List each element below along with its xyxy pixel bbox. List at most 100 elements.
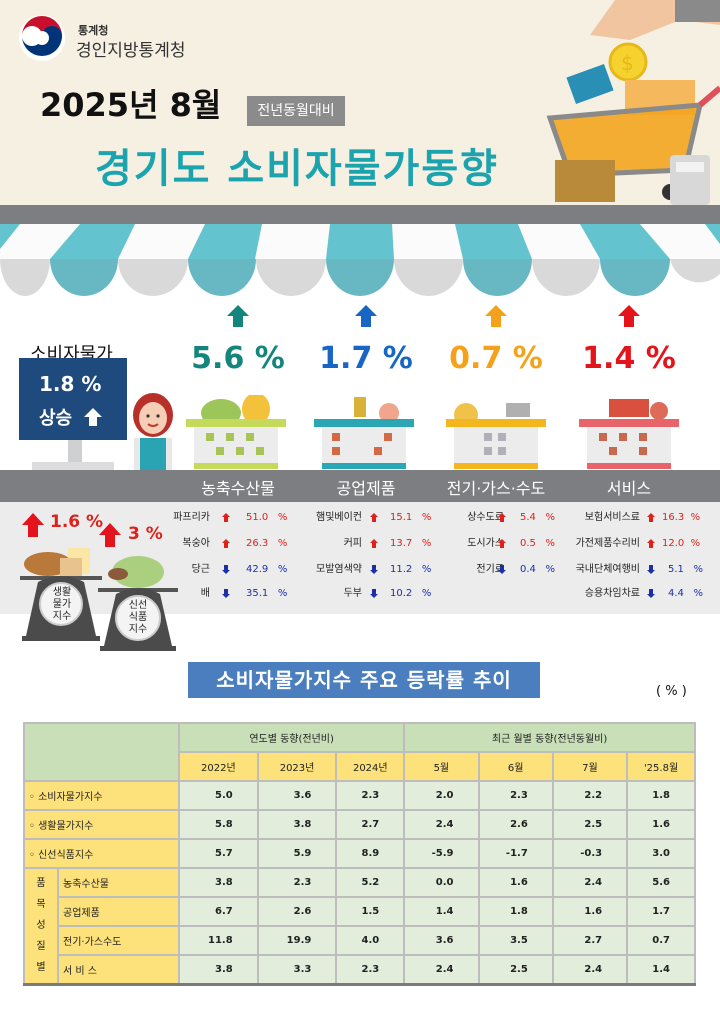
svg-text:$: $ <box>621 51 634 75</box>
table-cell: 1.8 <box>477 896 554 927</box>
table-cell: 3.8 <box>178 954 259 985</box>
group-header-yearly: 연도별 동향(전년비) <box>178 722 406 753</box>
table-cell: 2.4 <box>403 809 480 840</box>
table-cell: 1.6 <box>477 867 554 898</box>
table-cell: 2.7 <box>335 809 406 840</box>
list-item: 전기료 <box>476 564 504 575</box>
arrow-up-icon <box>498 513 506 522</box>
table-cell: 1.8 <box>626 780 696 811</box>
item-value: 16.3 % <box>662 512 701 523</box>
table-cell: 2.7 <box>551 925 629 956</box>
table-row: 공업제품 6.7 2.6 1.5 1.4 1.8 1.6 1.7 <box>24 896 696 927</box>
scale-fresh-icon <box>98 556 178 651</box>
cpi-board: 1.8 % 상승 <box>19 358 127 440</box>
item-value: 42.9 % <box>246 564 288 575</box>
item-value: 5.1 % <box>668 564 703 575</box>
table-cell: 8.9 <box>335 838 406 869</box>
table-cell: 3.6 <box>403 925 480 956</box>
living-index-value: 1.6 % <box>50 512 104 532</box>
arrow-down-icon <box>222 589 230 598</box>
column-header: 7월 <box>551 751 629 782</box>
category-utilities-label: 전기·가스·수도 <box>446 479 546 498</box>
arrow-down-icon <box>647 589 655 598</box>
board-stand <box>68 440 82 462</box>
list-item: 복숭아 <box>182 538 210 549</box>
table-cell: 2.3 <box>477 780 554 811</box>
header-banner: 통계청 경인지방통계청 2025년 8월 전년동월대비 경기도 소비자물가동향 … <box>0 0 720 205</box>
table-column-header-row: 2022년 2023년 2024년 5월 6월 7월 '25.8월 <box>24 751 696 782</box>
vertical-group-label: 품 목 성 질 별 <box>23 867 59 985</box>
table-cell: 2.6 <box>477 809 554 840</box>
basket-agri-icon <box>186 395 286 469</box>
cpi-trend-table: 연도별 동향(전년비) 최근 월별 동향(전년동월비) 2022년 2023년 … <box>22 722 696 986</box>
arrow-up-icon <box>222 539 230 548</box>
table-cell: 1.6 <box>551 896 629 927</box>
item-value: 0.4 % <box>520 564 555 575</box>
table-cell: 2.3 <box>256 867 338 898</box>
table-cell: 3.6 <box>256 780 338 811</box>
table-cell: 5.9 <box>256 838 338 869</box>
table-row: 전기·가스수도 11.8 19.9 4.0 3.6 3.5 2.7 0.7 <box>24 925 696 956</box>
arrow-up-icon <box>370 539 378 548</box>
list-item: 햄및베이컨 <box>316 512 362 523</box>
list-item: 파프리카 <box>173 512 210 523</box>
table-row: ◦ 생활물가지수 5.8 3.8 2.7 2.4 2.6 2.5 1.6 <box>22 809 696 840</box>
arrow-down-icon <box>370 589 378 598</box>
table-cell: 1.4 <box>403 896 480 927</box>
item-value: 26.3 % <box>246 538 288 549</box>
table-cell: 1.4 <box>626 954 696 985</box>
category-industrial-value: 1.7 % <box>319 341 413 376</box>
row-label: ◦ 신선식품지수 <box>22 838 181 869</box>
arrow-down-icon <box>647 565 655 574</box>
item-value: 11.2 % <box>390 564 432 575</box>
category-band <box>0 470 720 502</box>
row-label: 농축수산물 <box>57 867 181 898</box>
table-cell: 2.5 <box>477 954 554 985</box>
column-header: 2024년 <box>335 751 406 782</box>
fresh-index-label: 신선 식품 지수 <box>128 600 148 635</box>
table-group-header-row: 연도별 동향(전년비) 최근 월별 동향(전년동월비) <box>22 722 696 782</box>
list-item: 가전제품수리비 <box>575 538 640 549</box>
table-cell: 1.5 <box>335 896 406 927</box>
table-cell: -1.7 <box>477 838 554 869</box>
list-item: 국내단체여행비 <box>575 564 640 575</box>
org-small-label: 통계청 <box>78 24 109 37</box>
living-index-label: 생활 물가 지수 <box>52 587 72 622</box>
list-item: 보험서비스료 <box>584 512 640 523</box>
table-cell: 2.2 <box>551 780 629 811</box>
arrow-up-icon <box>647 539 655 548</box>
table-cell: 2.4 <box>403 954 480 985</box>
fresh-index-value: 3 % <box>128 524 163 544</box>
table-cell: 2.6 <box>256 896 338 927</box>
category-industrial: 1.7 % <box>306 305 426 376</box>
list-item: 당근 <box>191 564 210 575</box>
table-cell: 19.9 <box>256 925 338 956</box>
row-label: 서 비 스 <box>56 954 181 985</box>
category-services-value: 1.4 % <box>582 341 676 376</box>
scale-living-icon <box>20 548 102 641</box>
arrow-up-icon <box>355 305 377 327</box>
arrow-up-icon <box>485 305 507 327</box>
table-cell: 5.8 <box>178 809 259 840</box>
clerk-illustration-icon <box>133 393 173 470</box>
column-header: 5월 <box>403 751 480 782</box>
table-corner-cell <box>22 722 181 782</box>
category-industrial-label: 공업제품 <box>336 479 396 498</box>
shopping-cart-illustration-icon: $ <box>546 0 720 205</box>
table-cell: 5.2 <box>335 867 406 898</box>
list-item: 모발염색약 <box>316 564 362 575</box>
arrow-up-icon <box>647 513 655 522</box>
arrow-up-icon <box>370 513 378 522</box>
table-cell: 2.3 <box>335 780 406 811</box>
table-cell: 2.0 <box>403 780 480 811</box>
list-item: 배 <box>200 588 210 599</box>
table-cell: 6.7 <box>178 896 259 927</box>
table-cell: 1.7 <box>626 896 696 927</box>
list-item: 승용차임차료 <box>584 588 640 599</box>
category-services-label: 서비스 <box>606 479 652 498</box>
table-cell: 3.3 <box>256 954 338 985</box>
category-agri: 5.6 % <box>178 305 298 376</box>
category-utilities: 0.7 % <box>436 305 556 376</box>
item-value: 10.2 % <box>390 588 432 599</box>
arrow-down-icon <box>370 565 378 574</box>
